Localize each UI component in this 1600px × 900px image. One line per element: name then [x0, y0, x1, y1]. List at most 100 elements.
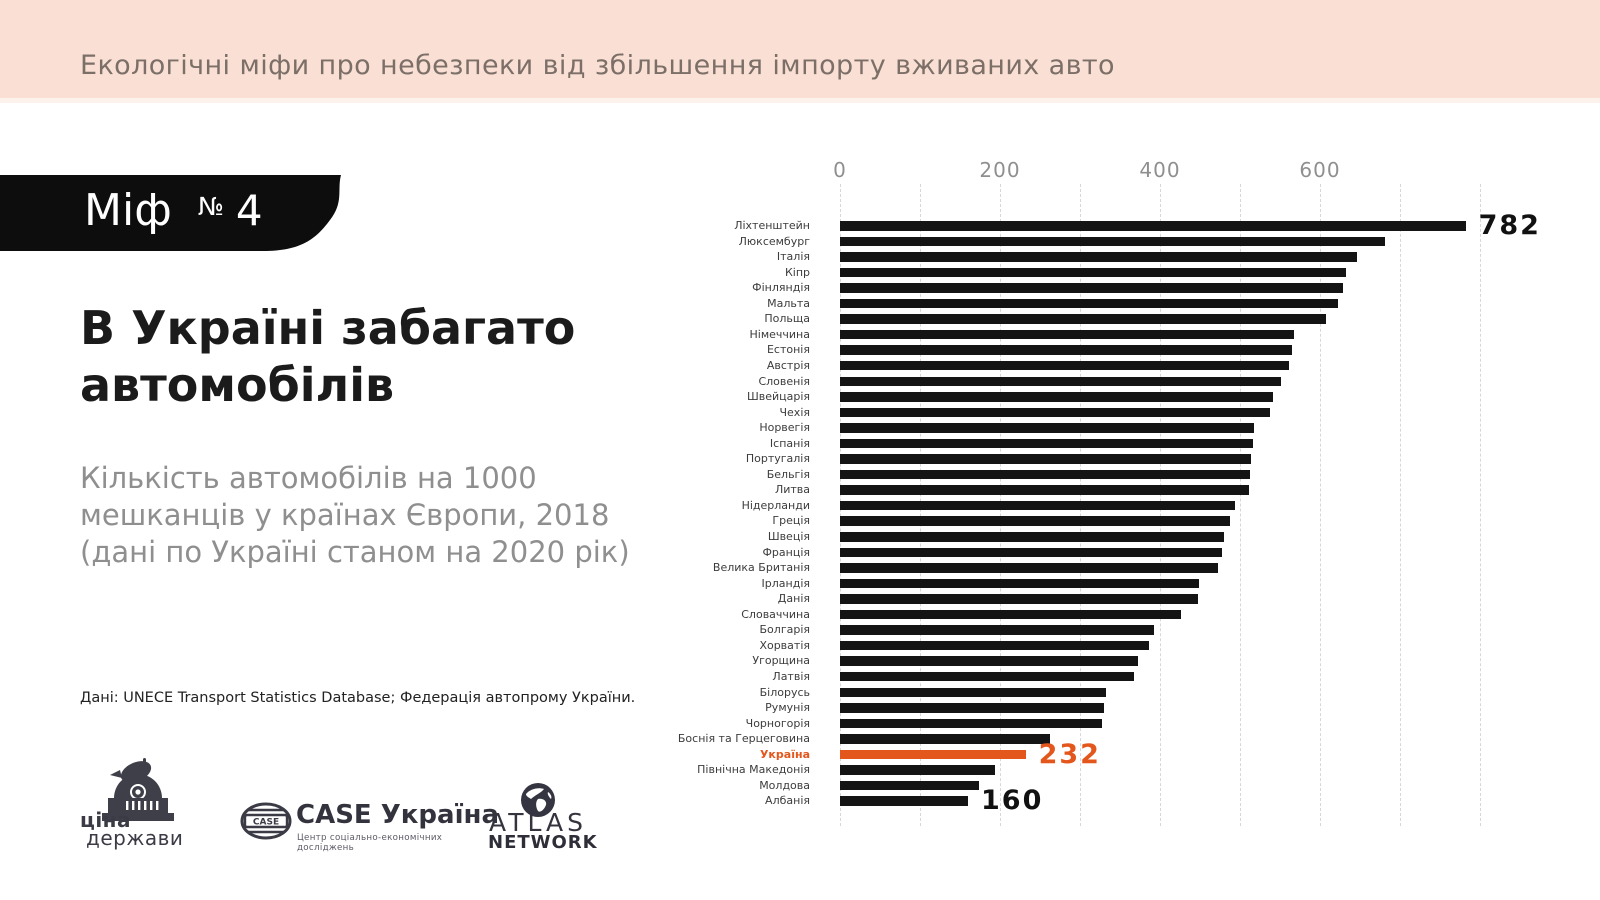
- country-label: Хорватія: [759, 638, 810, 652]
- bar: [840, 640, 1149, 651]
- chart-row: Фінляндія: [660, 280, 1560, 296]
- bar: [840, 283, 1344, 293]
- gridline: [1240, 184, 1241, 826]
- bar: [840, 594, 1199, 604]
- chart-row: Словенія: [660, 374, 1560, 390]
- chart-row: Швейцарія: [660, 389, 1560, 405]
- bar: [840, 749, 1026, 760]
- chart-row: Норвегія: [660, 420, 1560, 436]
- bar: [840, 500, 1236, 511]
- axis-tick-label: 600: [1299, 158, 1341, 182]
- country-label: Молдова: [759, 778, 810, 792]
- myth-number-sign: №: [197, 191, 224, 221]
- country-label: Польща: [764, 312, 810, 326]
- country-label: Норвегія: [759, 421, 810, 435]
- logo-cina-derzhavy: ціна держави: [78, 756, 198, 851]
- country-label: Словенія: [758, 374, 810, 388]
- country-label: Білорусь: [759, 685, 810, 699]
- gridline: [1400, 184, 1401, 826]
- bird-on-building-icon: [102, 758, 174, 821]
- chart-row: Польща: [660, 311, 1560, 327]
- gridline: [1480, 184, 1481, 826]
- chart-row: Данія: [660, 591, 1560, 607]
- bar: [840, 532, 1224, 542]
- chart-row: Румунія: [660, 700, 1560, 716]
- myth-badge-text: Міф № 4: [84, 175, 314, 245]
- banner-title: Екологічні міфи про небезпеки від збільш…: [80, 50, 1115, 81]
- bar: [840, 796, 968, 806]
- chart-row: Білорусь: [660, 685, 1560, 701]
- logo-cina-line1: ціна: [80, 808, 131, 832]
- chart-subtitle: Кількість автомобілів на 1000 мешканців …: [80, 460, 630, 571]
- bar: [840, 314, 1327, 324]
- bar: [840, 780, 980, 791]
- bar: [840, 469, 1251, 480]
- bar: [840, 407, 1271, 418]
- country-label: Мальта: [767, 296, 810, 310]
- top-banner: Екологічні міфи про небезпеки від збільш…: [0, 0, 1600, 103]
- bar: [840, 656, 1139, 666]
- axis-tick-label: 400: [1139, 158, 1181, 182]
- value-label: 782: [1478, 210, 1541, 241]
- country-label: Швеція: [767, 530, 810, 543]
- globe-icon: [521, 783, 555, 817]
- bar: [840, 547, 1223, 558]
- chart-row: Мальта: [660, 296, 1560, 312]
- logo-case-ukraine: CASE CASE Україна Центр соціально-економ…: [240, 800, 500, 853]
- country-label: Словаччина: [741, 607, 810, 621]
- bar: [840, 718, 1103, 729]
- chart-row: Чехія: [660, 405, 1560, 421]
- bar: [840, 267, 1346, 278]
- country-label: Литва: [774, 483, 810, 497]
- bar: [840, 485, 1249, 495]
- country-label: Північна Македонія: [697, 763, 810, 777]
- page-title-line1: В Україні забагато: [80, 301, 576, 355]
- logo-atlas-line2: NETWORK: [488, 832, 598, 853]
- chart-row: Молдова: [660, 778, 1560, 794]
- chart-row: Велика Британія: [660, 560, 1560, 576]
- myth-badge: Міф № 4: [0, 175, 345, 251]
- logo-case-subtitle: Центр соціально-економічних досліджень: [297, 833, 443, 853]
- bar: [840, 345, 1292, 355]
- country-label: Румунія: [765, 701, 810, 715]
- data-source: Дані: UNECE Transport Statistics Databas…: [80, 690, 636, 706]
- country-label: Іспанія: [769, 436, 810, 450]
- chart-row: Хорватія: [660, 638, 1560, 654]
- axis-tick-label: 0: [833, 158, 847, 182]
- gridline: [1320, 184, 1321, 826]
- bar: [840, 392, 1273, 402]
- myth-badge-shape: [0, 175, 341, 251]
- country-label: Болгарія: [759, 623, 810, 637]
- chart-row: Північна Македонія: [660, 762, 1560, 778]
- bar: [840, 563, 1219, 573]
- logo-cina-line2: держави: [86, 826, 184, 850]
- country-label: Ліхтенштейн: [734, 219, 810, 232]
- chart-row: Литва: [660, 482, 1560, 498]
- bar: [840, 703, 1104, 713]
- chart-row: Ліхтенштейн 782: [660, 210, 1560, 241]
- bar: [840, 578, 1200, 589]
- country-label: Греція: [772, 514, 810, 528]
- bar: [840, 454, 1252, 464]
- chart-row: Нідерланди: [660, 498, 1560, 514]
- bar: [840, 423, 1255, 433]
- country-label: Естонія: [766, 343, 810, 357]
- country-label: Велика Британія: [712, 561, 810, 575]
- country-label: Латвія: [772, 669, 810, 683]
- country-label: Франція: [762, 545, 810, 559]
- chart-row: Швеція: [660, 529, 1560, 545]
- bar: [840, 625, 1155, 635]
- bar: [840, 687, 1107, 697]
- chart-row: Ірландія: [660, 576, 1560, 592]
- case-badge-text: CASE: [253, 818, 279, 828]
- country-label: Німеччина: [749, 327, 810, 341]
- chart-row: Чорногорія: [660, 716, 1560, 732]
- chart-row: Угорщина: [660, 653, 1560, 669]
- country-label: Австрія: [766, 358, 810, 372]
- bar: [840, 360, 1289, 371]
- chart-row: Словаччина: [660, 607, 1560, 623]
- bar: [840, 298, 1339, 309]
- bar: [840, 252, 1357, 262]
- bar: [840, 734, 1051, 744]
